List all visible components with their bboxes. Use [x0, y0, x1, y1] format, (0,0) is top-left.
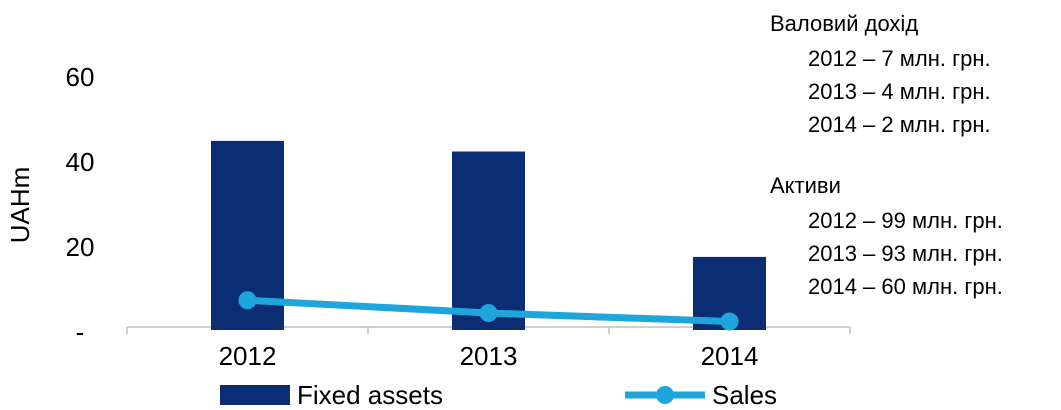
line-point: [720, 312, 739, 331]
note-item: 2013 – 93 млн. грн.: [808, 241, 1003, 266]
legend-label: Fixed assets: [297, 380, 443, 410]
legend-marker: [656, 386, 674, 404]
note-title: Активи: [770, 173, 841, 198]
y-tick-label: -: [76, 317, 85, 347]
x-tick-label: 2013: [460, 341, 518, 371]
note-title: Валовий дохід: [770, 11, 918, 36]
note-item: 2012 – 99 млн. грн.: [808, 208, 1003, 233]
line-point: [238, 291, 257, 310]
legend-label: Sales: [712, 380, 777, 410]
note-item: 2014 – 60 млн. грн.: [808, 274, 1003, 299]
note-item: 2014 – 2 млн. грн.: [808, 112, 991, 137]
x-tick-label: 2014: [701, 341, 759, 371]
bar: [452, 151, 525, 330]
legend-swatch: [220, 385, 290, 405]
x-tick-label: 2012: [219, 341, 277, 371]
note-item: 2012 – 7 млн. грн.: [808, 46, 991, 71]
y-axis-label: UAHm: [5, 167, 35, 244]
y-tick-label: 20: [66, 232, 95, 262]
y-tick-label: 60: [66, 62, 95, 92]
line-point: [479, 304, 498, 322]
note-item: 2013 – 4 млн. грн.: [808, 79, 991, 104]
y-tick-label: 40: [66, 147, 95, 177]
